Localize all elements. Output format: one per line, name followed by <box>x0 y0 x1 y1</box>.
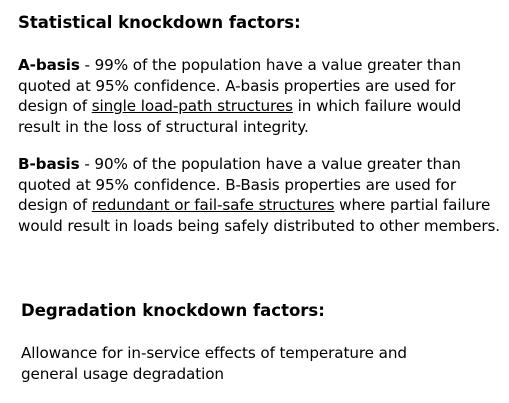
b-basis-text-2: where partial failure would result in lo… <box>18 196 501 235</box>
b-basis-text-1: - 90% of the population have a value gre… <box>18 155 461 214</box>
b-basis-underlined: redundant or fail-safe structures <box>91 196 335 214</box>
b-basis-paragraph: B-basis - 90% of the population have a v… <box>18 154 506 236</box>
degradation-paragraph: Allowance for in-service effects of temp… <box>21 344 407 383</box>
a-basis-text-2: in which failure would result in the los… <box>18 97 462 136</box>
degradation-heading: Degradation knockdown factors: <box>21 301 325 320</box>
a-basis-underlined: single load-path structures <box>91 97 293 115</box>
a-basis-text-1: - 99% of the population have a value gre… <box>18 56 461 115</box>
statistical-heading: Statistical knockdown factors: <box>18 13 301 32</box>
a-basis-term: A-basis <box>18 56 80 74</box>
b-basis-term: B-basis <box>18 155 80 173</box>
a-basis-paragraph: A-basis - 99% of the population have a v… <box>18 55 506 137</box>
